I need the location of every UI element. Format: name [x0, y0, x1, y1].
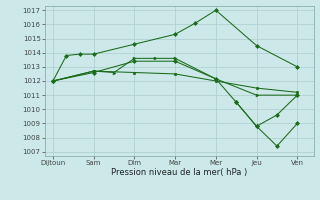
- X-axis label: Pression niveau de la mer( hPa ): Pression niveau de la mer( hPa ): [111, 168, 247, 177]
